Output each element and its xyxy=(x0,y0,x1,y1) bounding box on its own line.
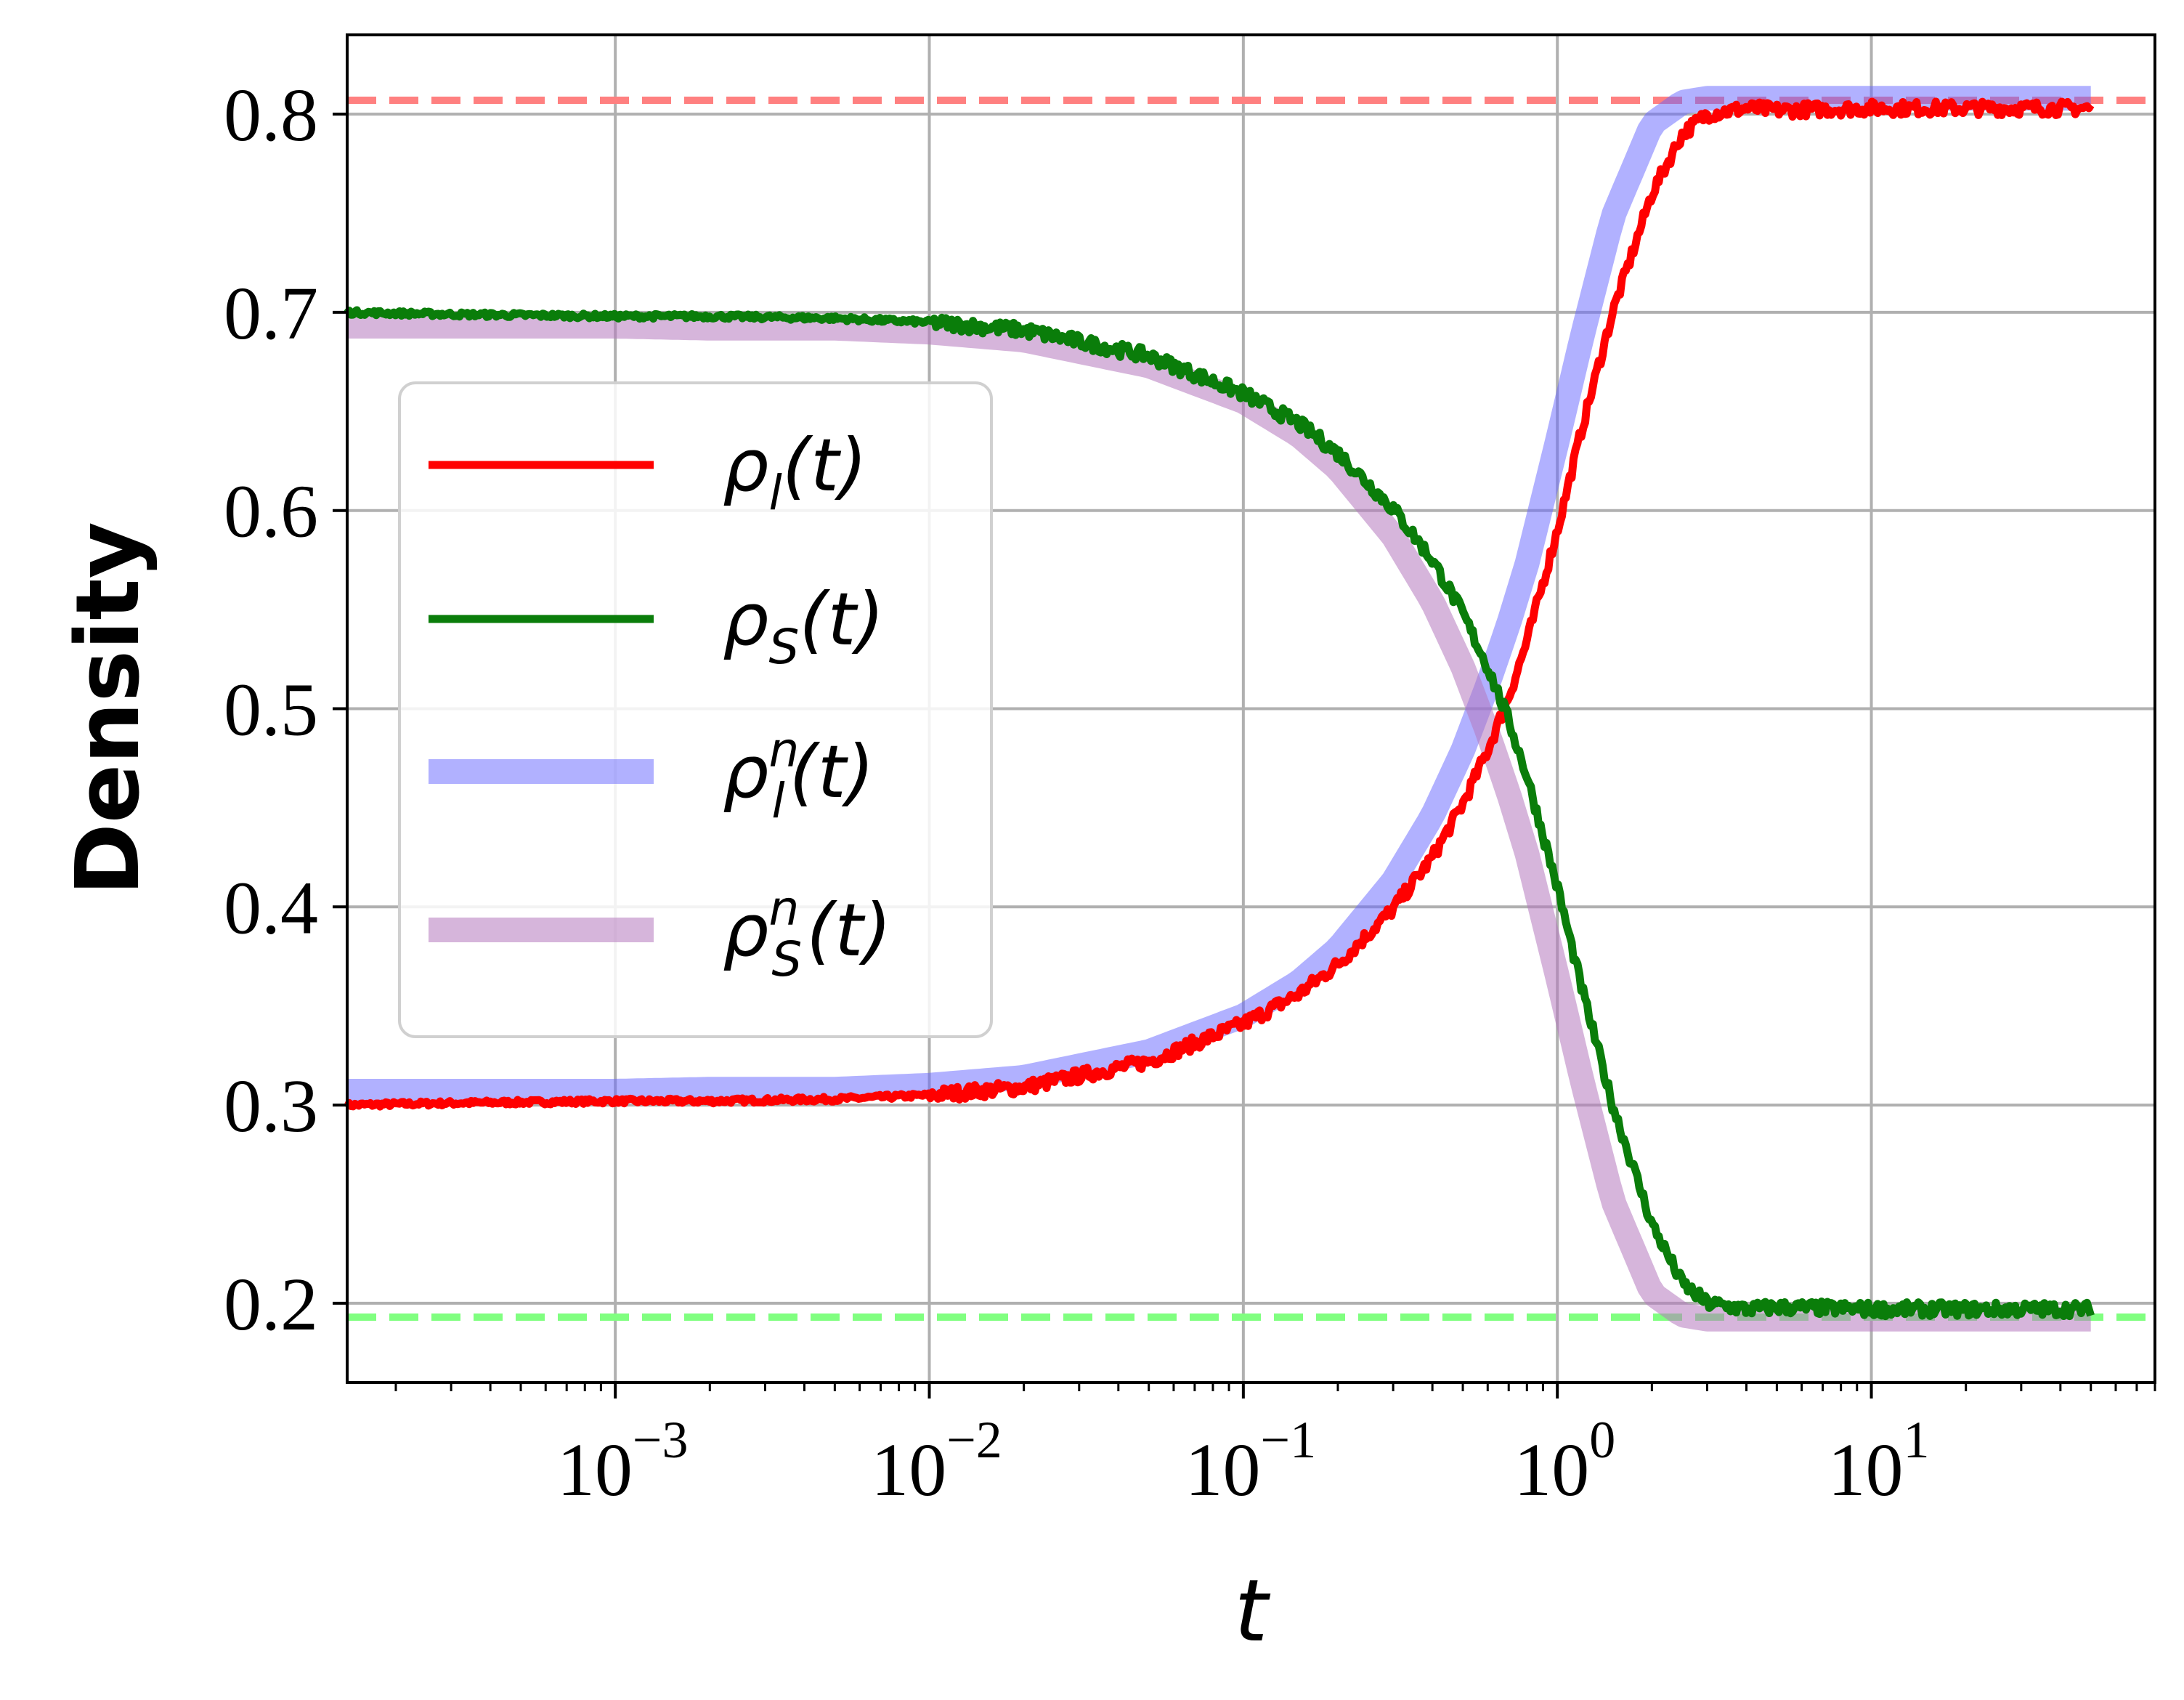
x-axis-ticks: 10−3 10−2 10−1 100 101 xyxy=(557,1383,1930,1512)
reference-lines xyxy=(347,97,2155,1321)
series-line-1 xyxy=(344,306,2095,1321)
x-tick-label: 10−1 xyxy=(1185,1411,1317,1512)
legend-label: ρn S(t) xyxy=(723,881,891,987)
x-tick-label: 10−2 xyxy=(871,1411,1002,1512)
y-tick-label: 0.6 xyxy=(224,470,318,554)
y-tick-label: 0.3 xyxy=(224,1064,318,1148)
series-lines xyxy=(341,86,2098,1332)
legend-label: ρn l(t) xyxy=(723,722,874,829)
legend-label: ρS(t) xyxy=(723,577,885,675)
x-tick-label: 100 xyxy=(1514,1411,1615,1512)
y-axis-ticks: 0.2 0.3 0.4 0.5 0.6 0.7 0.8 xyxy=(224,73,347,1346)
y-tick-label: 0.7 xyxy=(224,272,318,355)
x-tick-label: 101 xyxy=(1828,1411,1930,1512)
legend-box xyxy=(398,381,993,1038)
y-tick-label: 0.5 xyxy=(224,668,318,752)
legend-label: ρl(t) xyxy=(723,423,867,521)
y-axis-label: Density xyxy=(58,522,159,896)
x-axis-label: t xyxy=(1234,1561,1270,1661)
legend: ρl(t) ρS(t) ρn l(t) ρn S(t) xyxy=(398,381,993,1038)
y-tick-label: 0.4 xyxy=(224,866,318,950)
series-line-0 xyxy=(343,97,2095,1111)
y-tick-label: 0.8 xyxy=(224,73,318,157)
y-tick-label: 0.2 xyxy=(224,1263,318,1346)
x-tick-label: 10−3 xyxy=(557,1411,689,1512)
